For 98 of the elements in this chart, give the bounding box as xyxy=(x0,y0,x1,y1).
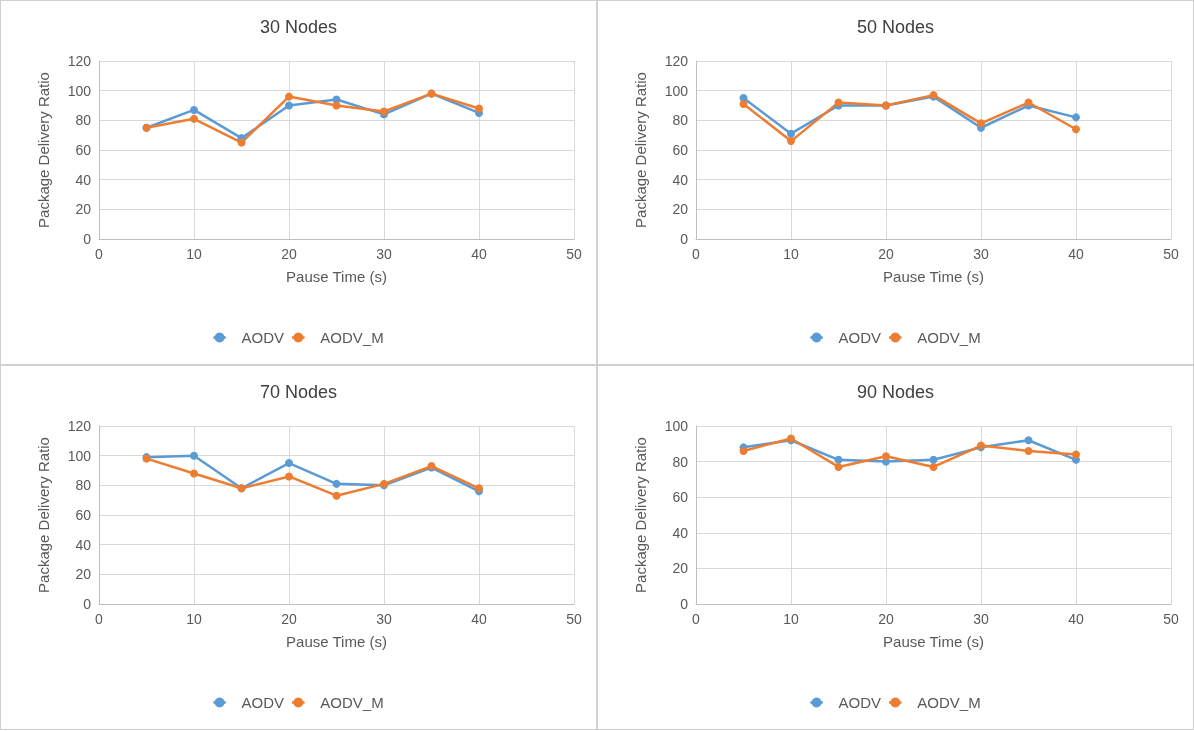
x-tick-label: 30 xyxy=(973,246,989,262)
legend-label: AODV_M xyxy=(917,329,981,346)
point xyxy=(285,459,293,468)
x-tick-label: 0 xyxy=(692,611,701,627)
y-tick-label: 0 xyxy=(83,231,92,247)
x-tick-label: 0 xyxy=(95,611,104,627)
point xyxy=(190,451,198,460)
point xyxy=(834,455,843,464)
point xyxy=(332,101,341,110)
x-tick-label: 40 xyxy=(1068,611,1084,627)
legend-label: AODV xyxy=(838,329,882,346)
y-tick-label: 40 xyxy=(672,524,689,541)
chart-title: 90 Nodes xyxy=(856,382,935,402)
x-tick-label: 30 xyxy=(376,611,392,627)
y-tick-label: 40 xyxy=(75,171,92,188)
point xyxy=(929,455,938,464)
y-tick-label: 120 xyxy=(67,53,92,69)
x-tick-label: 50 xyxy=(566,246,582,262)
x-tick-label: 0 xyxy=(95,246,104,262)
x-tick-label: 50 xyxy=(1163,611,1179,627)
y-tick-label: 20 xyxy=(75,566,92,583)
x-axis-title: Pause Time (s) xyxy=(883,268,984,285)
x-tick-label: 40 xyxy=(471,246,487,262)
point xyxy=(190,114,198,123)
y-tick-label: 20 xyxy=(75,201,92,218)
x-tick-label: 20 xyxy=(878,611,894,627)
point xyxy=(285,101,293,110)
chart-title: 50 Nodes xyxy=(856,17,935,37)
y-tick-label: 60 xyxy=(75,142,92,158)
x-tick-label: 30 xyxy=(376,246,392,262)
point xyxy=(1072,450,1080,459)
x-tick-label: 20 xyxy=(878,246,894,262)
x-tick-label: 30 xyxy=(973,611,989,627)
y-tick-label: 80 xyxy=(75,477,92,494)
y-tick-label: 100 xyxy=(67,82,92,99)
point xyxy=(739,100,748,109)
x-tick-label: 50 xyxy=(566,611,582,627)
x-tick-label: 40 xyxy=(471,611,487,627)
point xyxy=(882,452,890,461)
point xyxy=(1024,446,1033,455)
x-tick-label: 50 xyxy=(1163,246,1179,262)
y-tick-label: 120 xyxy=(67,418,92,434)
y-tick-label: 80 xyxy=(75,112,92,129)
point xyxy=(1024,436,1033,445)
point xyxy=(475,104,483,113)
point xyxy=(1072,113,1080,122)
y-axis-title: Package Delivery Ratio xyxy=(35,437,52,593)
point xyxy=(332,491,341,500)
x-tick-label: 10 xyxy=(783,611,799,627)
y-tick-label: 60 xyxy=(672,142,689,158)
point xyxy=(237,138,246,147)
x-axis-title: Pause Time (s) xyxy=(883,633,984,650)
point xyxy=(834,462,843,471)
y-tick-label: 0 xyxy=(680,231,689,247)
legend-label: AODV_M xyxy=(320,329,384,346)
y-tick-label: 80 xyxy=(672,112,689,129)
x-tick-label: 40 xyxy=(1068,246,1084,262)
point xyxy=(332,479,341,488)
y-tick-label: 60 xyxy=(75,507,92,523)
chart-title: 70 Nodes xyxy=(259,382,338,402)
legend-label: AODV xyxy=(241,329,285,346)
y-tick-label: 100 xyxy=(664,418,689,434)
legend-label: AODV xyxy=(241,694,285,711)
point xyxy=(285,472,293,481)
y-tick-label: 40 xyxy=(75,536,92,553)
y-tick-label: 0 xyxy=(83,596,92,612)
point xyxy=(929,462,938,471)
y-tick-label: 40 xyxy=(672,171,689,188)
x-tick-label: 0 xyxy=(692,246,701,262)
legend-label: AODV_M xyxy=(917,694,981,711)
point xyxy=(787,137,795,146)
x-tick-label: 10 xyxy=(186,246,202,262)
point xyxy=(787,129,795,138)
x-tick-label: 10 xyxy=(186,611,202,627)
x-axis-title: Pause Time (s) xyxy=(286,633,387,650)
x-tick-label: 10 xyxy=(783,246,799,262)
y-tick-label: 20 xyxy=(672,201,689,218)
x-tick-label: 20 xyxy=(281,246,297,262)
point xyxy=(190,469,198,478)
point xyxy=(285,92,293,101)
y-axis-title: Package Delivery Ratio xyxy=(632,72,649,228)
point xyxy=(190,105,198,114)
y-tick-label: 120 xyxy=(664,53,689,69)
chart-title: 30 Nodes xyxy=(259,17,338,37)
y-tick-label: 20 xyxy=(672,560,689,577)
y-tick-label: 0 xyxy=(680,596,689,612)
x-tick-label: 20 xyxy=(281,611,297,627)
y-tick-label: 80 xyxy=(672,453,689,470)
y-axis-title: Package Delivery Ratio xyxy=(632,437,649,593)
x-axis-title: Pause Time (s) xyxy=(286,268,387,285)
y-tick-label: 100 xyxy=(664,82,689,99)
y-tick-label: 100 xyxy=(67,447,92,464)
y-axis-title: Package Delivery Ratio xyxy=(35,72,52,228)
legend-label: AODV_M xyxy=(320,694,384,711)
legend-label: AODV xyxy=(838,694,882,711)
point xyxy=(977,119,985,128)
y-tick-label: 60 xyxy=(672,489,689,506)
point xyxy=(1072,125,1080,134)
